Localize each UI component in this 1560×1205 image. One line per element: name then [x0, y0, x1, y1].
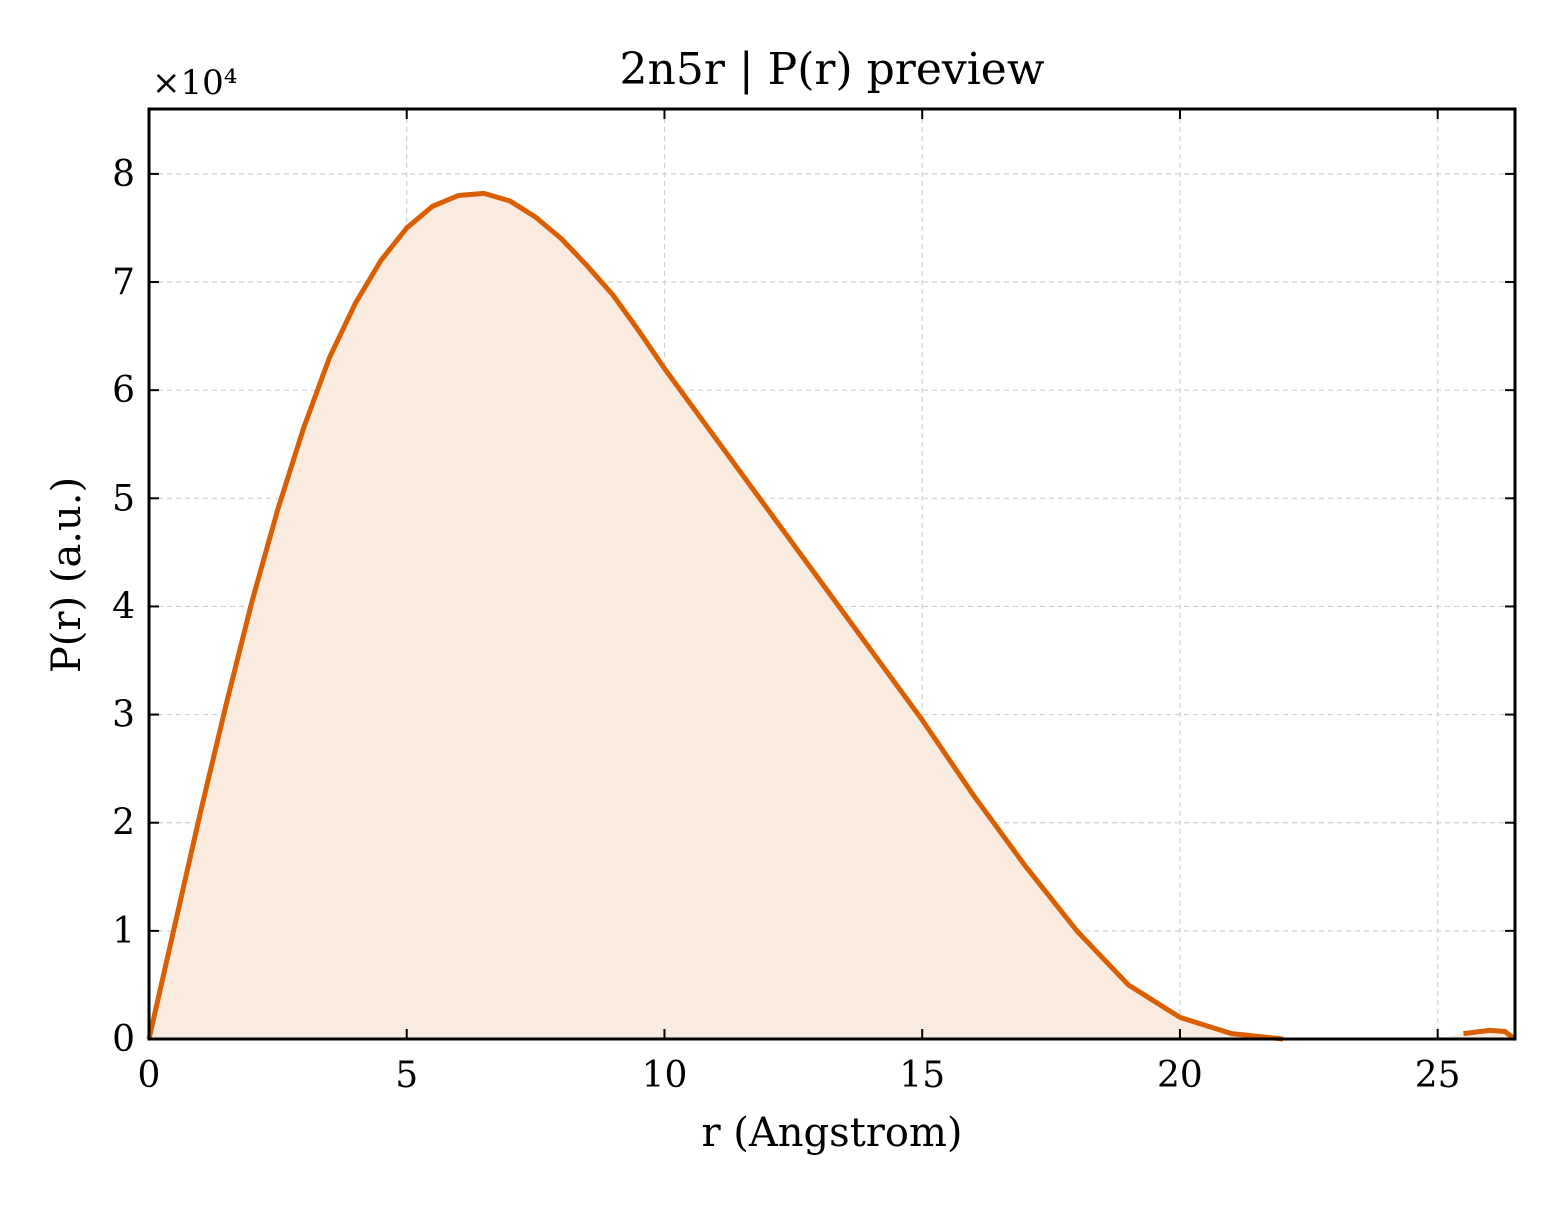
series-line: [146, 190, 1517, 1042]
y-multiplier-label: ×10⁴: [152, 63, 237, 103]
y-tick-label: 7: [112, 262, 135, 303]
x-tick-label: 5: [395, 1055, 418, 1096]
area-fill: [149, 193, 1515, 1040]
x-tick-label: 10: [642, 1055, 688, 1096]
y-tick-label: 6: [112, 370, 135, 411]
y-tick-label: 5: [112, 478, 135, 519]
y-tick-label: 8: [112, 154, 135, 195]
chart-title: 2n5r | P(r) preview: [620, 44, 1045, 95]
y-tick-label: 2: [112, 803, 135, 844]
x-tick-label: 20: [1157, 1055, 1203, 1096]
tick-layer: 0 5 10 15 20 25 0 1 2 3 4 5 6 7 8: [112, 109, 1515, 1096]
y-tick-label: 0: [112, 1019, 135, 1060]
y-tick-label: 4: [112, 586, 135, 627]
x-tick-label: 25: [1415, 1055, 1461, 1096]
y-tick-label: 3: [112, 695, 135, 736]
x-tick-label: 0: [138, 1055, 161, 1096]
y-tick-label: 1: [112, 911, 135, 952]
y-axis-label: P(r) (a.u.): [44, 477, 90, 673]
x-tick-label: 15: [899, 1055, 945, 1096]
x-axis-label: r (Angstrom): [701, 1110, 962, 1156]
plot-frame: [147, 107, 1517, 1041]
